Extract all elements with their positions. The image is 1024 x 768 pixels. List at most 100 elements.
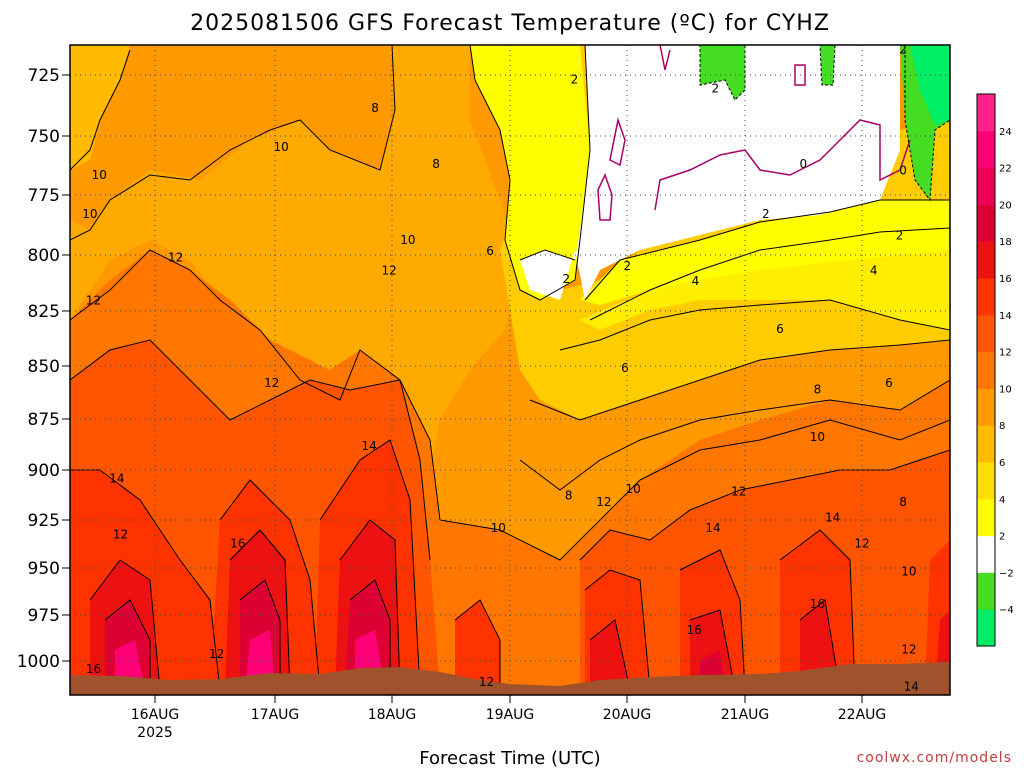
y-tick-label: 725 — [28, 66, 60, 86]
y-tick-label: 950 — [28, 559, 60, 579]
contour-label: 12 — [209, 647, 224, 661]
x-tick-label: 18AUG — [368, 707, 417, 723]
contour-label: 8 — [565, 489, 573, 503]
colorbar-swatch — [977, 167, 995, 205]
contour-label: 0 — [899, 164, 907, 178]
contour-label: 2 — [571, 73, 579, 87]
y-tick-label: 850 — [28, 357, 60, 377]
chart-title: 2025081506 GFS Forecast Temperature (ºC)… — [190, 11, 830, 36]
y-tick-label: 800 — [28, 246, 60, 266]
y-tick-label: 750 — [28, 127, 60, 147]
contour-label: 10 — [274, 140, 289, 154]
colorbar-tick-label: 8 — [999, 421, 1005, 432]
contour-label: 6 — [885, 376, 893, 390]
colorbar-tick-label: 16 — [999, 274, 1012, 285]
contour-label: 10 — [626, 482, 641, 496]
contour-label: 10 — [82, 207, 97, 221]
contour-label: 8 — [432, 157, 440, 171]
colorbar-tick-label: 6 — [999, 458, 1005, 469]
colorbar-swatch — [977, 351, 995, 389]
contour-labels: 2 2 2 8 10 10 8 0 0 10 2 10 6 12 2 2 12 4 4 2 12 6 6 12 8 6 10 14 14… — [82, 42, 919, 693]
colorbar: 24 22 20 18 16 14 12 10 8 6 4 2 −2 −4 — [977, 94, 1014, 647]
contour-label: 2 — [896, 229, 904, 243]
colorbar-swatch — [977, 609, 995, 647]
contour-label: 6 — [776, 322, 784, 336]
colorbar-tick-label: 2 — [999, 532, 1005, 543]
contour-label: 14 — [825, 510, 840, 524]
contour-label: 2 — [762, 207, 770, 221]
y-tick-label: 775 — [28, 186, 60, 206]
contour-label: 14 — [109, 471, 124, 485]
colorbar-tick-label: 20 — [999, 200, 1012, 211]
y-tick-label: 1000 — [17, 652, 60, 672]
contour-label: 14 — [705, 521, 720, 535]
colorbar-tick-label: 24 — [999, 127, 1012, 138]
x-tick-label: 20AUG — [603, 707, 652, 723]
x-tick-year: 2025 — [137, 725, 173, 741]
contour-label: 12 — [168, 250, 183, 264]
terrain — [70, 662, 950, 695]
x-tick-label: 22AUG — [838, 707, 887, 723]
x-tick-label: 17AUG — [251, 707, 300, 723]
contour-label: 8 — [371, 101, 379, 115]
contour-label: 12 — [381, 263, 396, 277]
contour-label: 10 — [810, 430, 825, 444]
colorbar-swatch — [977, 278, 995, 316]
colorbar-swatch — [977, 94, 995, 132]
y-axis: 725 750 775 800 825 850 875 900 925 950 … — [17, 66, 70, 672]
contour-label: 0 — [799, 157, 807, 171]
contour-label: 10 — [400, 233, 415, 247]
y-tick-label: 975 — [28, 606, 60, 626]
colorbar-tick-label: −2 — [999, 568, 1014, 579]
x-tick-label: 21AUG — [721, 707, 770, 723]
contour-label: 6 — [621, 361, 629, 375]
y-tick-label: 875 — [28, 410, 60, 430]
colorbar-tick-label: 22 — [999, 164, 1012, 175]
contour-label: 8 — [814, 383, 822, 397]
contour-label: 12 — [901, 643, 916, 657]
contour-label: 16 — [810, 597, 825, 611]
contour-label: 10 — [92, 168, 107, 182]
colorbar-tick-label: 18 — [999, 237, 1012, 248]
contour-label: 10 — [901, 565, 916, 579]
contour-label: 6 — [486, 244, 494, 258]
colorbar-swatch — [977, 425, 995, 463]
colorbar-swatch — [977, 535, 995, 573]
contour-label: 12 — [113, 528, 128, 542]
contour-label: 8 — [899, 495, 907, 509]
y-tick-label: 925 — [28, 511, 60, 531]
contour-label: 2 — [711, 81, 719, 95]
contour-label: 12 — [479, 675, 494, 689]
contour-label: 12 — [596, 495, 611, 509]
contour-label: 12 — [731, 484, 746, 498]
gridlines — [70, 45, 950, 695]
colorbar-swatch — [977, 388, 995, 426]
colorbar-swatch — [977, 462, 995, 500]
x-axis-title: Forecast Time (UTC) — [419, 748, 600, 768]
colorbar-swatch — [977, 572, 995, 610]
contour-label: 2 — [899, 42, 907, 56]
contour-label: 4 — [870, 263, 878, 277]
contour-label: 12 — [854, 536, 869, 550]
source-credit[interactable]: coolwx.com/models — [857, 750, 1012, 766]
colorbar-tick-label: 14 — [999, 311, 1012, 322]
contour-label: 14 — [362, 439, 377, 453]
contour-label: 2 — [623, 259, 631, 273]
colorbar-swatch — [977, 130, 995, 169]
contour-label: 16 — [230, 536, 245, 550]
contour-label: 2 — [562, 272, 570, 286]
colorbar-swatch — [977, 241, 995, 279]
contour-label: 16 — [687, 623, 702, 637]
contour-label: 10 — [491, 521, 506, 535]
contour-label: 12 — [86, 294, 101, 308]
colorbar-swatch — [977, 498, 995, 537]
contour-label: 4 — [692, 274, 700, 288]
colorbar-tick-label: 4 — [999, 495, 1005, 506]
colorbar-swatch — [977, 314, 995, 353]
y-tick-label: 825 — [28, 302, 60, 322]
colorbar-tick-label: 12 — [999, 348, 1012, 359]
x-axis: 16AUG 2025 17AUG 18AUG 19AUG 20AUG 21AUG… — [131, 695, 887, 741]
negative-contours — [699, 45, 950, 202]
x-tick-label: 19AUG — [486, 707, 535, 723]
y-tick-label: 900 — [28, 461, 60, 481]
